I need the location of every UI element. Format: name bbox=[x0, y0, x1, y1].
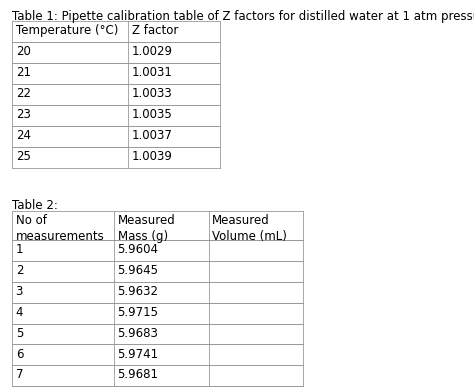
Text: 6: 6 bbox=[16, 348, 23, 361]
Text: 23: 23 bbox=[16, 108, 30, 121]
Text: 1.0029: 1.0029 bbox=[132, 45, 173, 58]
Text: 5.9741: 5.9741 bbox=[118, 348, 159, 361]
Text: 5: 5 bbox=[16, 327, 23, 340]
Text: 1.0033: 1.0033 bbox=[132, 87, 173, 100]
Text: 2: 2 bbox=[16, 264, 23, 277]
Text: Table 1: Pipette calibration table of Z factors for distilled water at 1 atm pre: Table 1: Pipette calibration table of Z … bbox=[12, 10, 474, 23]
Text: 1.0037: 1.0037 bbox=[132, 129, 173, 142]
Text: 21: 21 bbox=[16, 66, 31, 79]
Text: Table 2:: Table 2: bbox=[12, 199, 58, 212]
Text: 1.0035: 1.0035 bbox=[132, 108, 173, 121]
Text: 5.9683: 5.9683 bbox=[118, 327, 158, 340]
Text: 5.9681: 5.9681 bbox=[118, 368, 158, 382]
Text: 24: 24 bbox=[16, 129, 31, 142]
Text: 7: 7 bbox=[16, 368, 23, 382]
Text: 5.9632: 5.9632 bbox=[118, 285, 158, 298]
Text: No of
measurements: No of measurements bbox=[16, 214, 104, 243]
Text: Measured
Volume (mL): Measured Volume (mL) bbox=[212, 214, 287, 243]
Text: 1: 1 bbox=[16, 243, 23, 256]
Text: 5.9604: 5.9604 bbox=[118, 243, 158, 256]
Text: 1.0039: 1.0039 bbox=[132, 150, 173, 163]
Text: 5.9645: 5.9645 bbox=[118, 264, 158, 277]
Text: 4: 4 bbox=[16, 306, 23, 319]
Text: Measured
Mass (g): Measured Mass (g) bbox=[118, 214, 175, 243]
Text: 5.9715: 5.9715 bbox=[118, 306, 158, 319]
Text: 20: 20 bbox=[16, 45, 30, 58]
Text: Z factor: Z factor bbox=[132, 24, 178, 38]
Text: Temperature (°C): Temperature (°C) bbox=[16, 24, 118, 38]
Text: 25: 25 bbox=[16, 150, 30, 163]
Text: 22: 22 bbox=[16, 87, 31, 100]
Text: 1.0031: 1.0031 bbox=[132, 66, 173, 79]
Text: 3: 3 bbox=[16, 285, 23, 298]
